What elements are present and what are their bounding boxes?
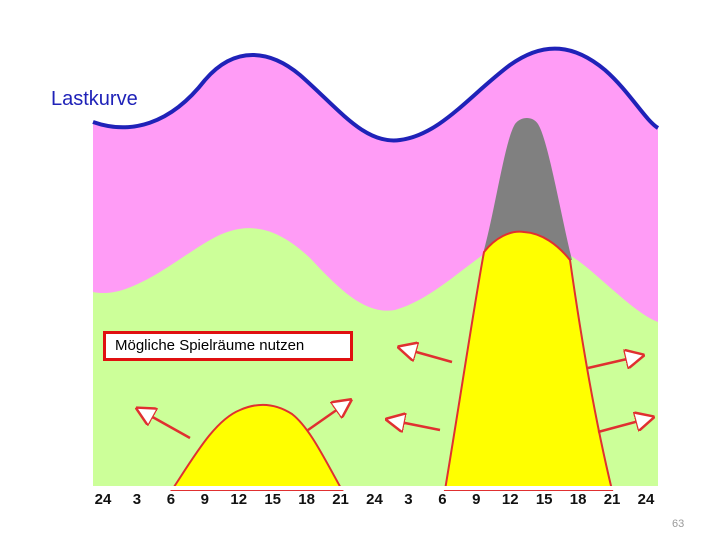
x-axis-tick: 24 bbox=[366, 491, 383, 508]
axis-baseline bbox=[93, 486, 658, 490]
x-axis-tick: 12 bbox=[230, 491, 248, 508]
shift-arrows bbox=[140, 348, 650, 440]
slide-title: Lastkurve bbox=[49, 86, 140, 112]
arrow-right-2 bbox=[597, 418, 650, 434]
x-axis-tick: 18 bbox=[298, 491, 315, 508]
x-axis-tick: 9 bbox=[472, 491, 481, 508]
x-axis-tick: 24 bbox=[94, 491, 112, 508]
peak-load-area bbox=[443, 230, 614, 491]
x-axis-tick: 18 bbox=[569, 491, 587, 508]
load-curve-line bbox=[92, 46, 660, 143]
note-box: Mögliche Spielräume nutzen bbox=[103, 331, 353, 361]
x-axis-tick: 24 bbox=[637, 491, 655, 508]
x-axis-tick: 3 bbox=[404, 491, 413, 508]
arrow-left-1 bbox=[402, 348, 453, 364]
page-number: 63 bbox=[672, 518, 685, 530]
peak-top-area bbox=[484, 117, 572, 260]
x-axis-tick: 15 bbox=[264, 491, 282, 508]
x-axis-tick: 6 bbox=[166, 491, 176, 508]
arrow-up-left-1 bbox=[140, 410, 191, 440]
arrow-up-right-1 bbox=[307, 402, 348, 432]
small-peak-area bbox=[170, 403, 344, 491]
x-axis-tick: 9 bbox=[200, 491, 209, 508]
x-axis-tick: 15 bbox=[535, 491, 553, 508]
x-axis-tick: 6 bbox=[438, 491, 447, 508]
x-axis-tick: 12 bbox=[501, 491, 519, 508]
arrow-left-2 bbox=[390, 420, 441, 430]
x-axis-tick: 3 bbox=[132, 491, 142, 508]
x-axis-tick: 21 bbox=[332, 491, 349, 508]
arrow-right-1 bbox=[587, 356, 640, 370]
x-axis-tick: 21 bbox=[603, 491, 621, 508]
